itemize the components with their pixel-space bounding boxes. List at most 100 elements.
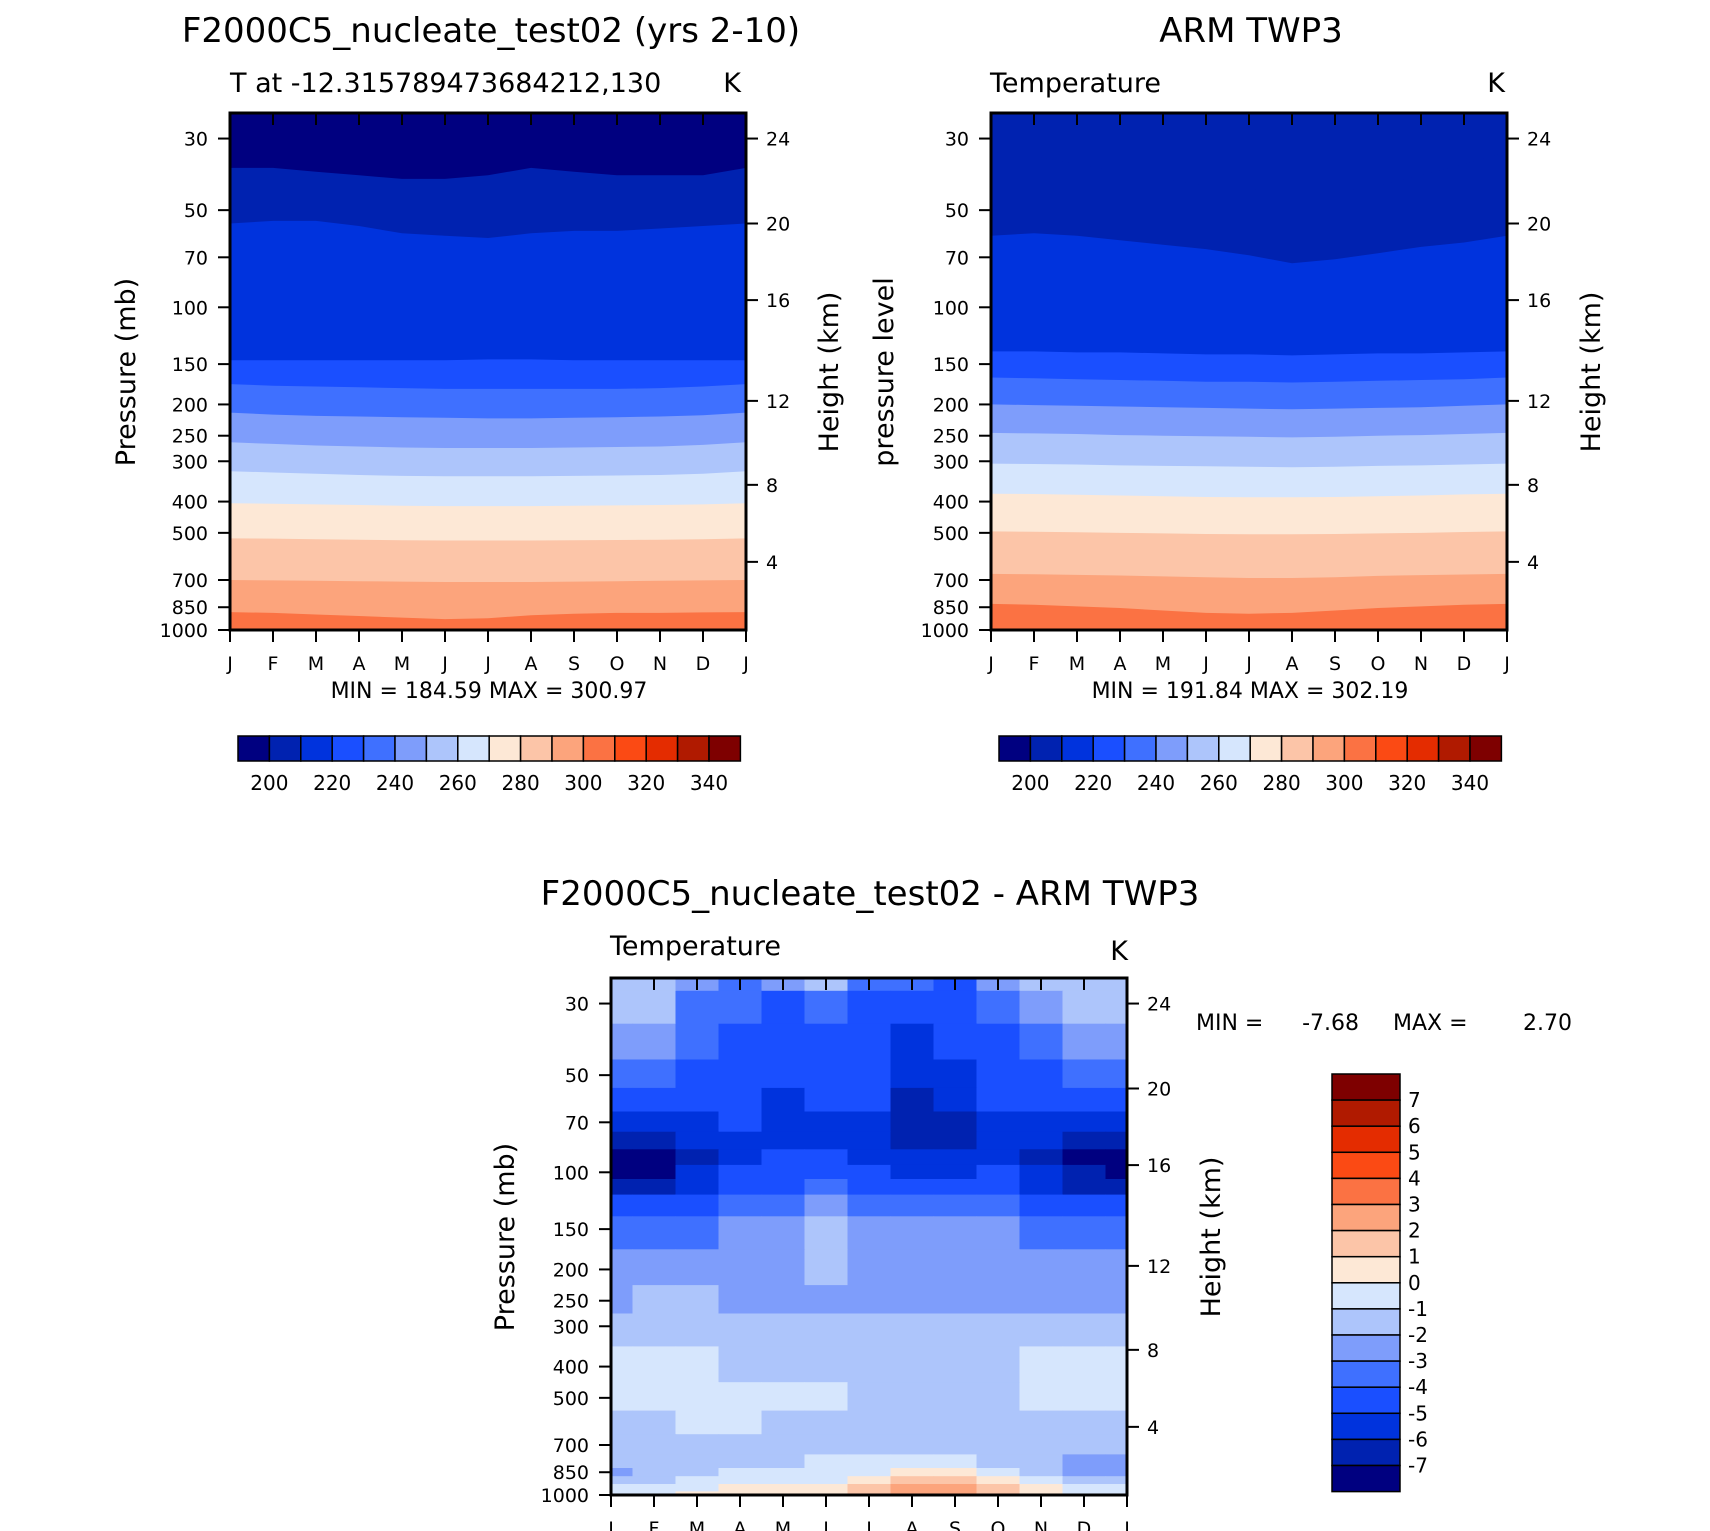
diff-cell [761, 1434, 806, 1455]
x-tick-label: M [308, 653, 324, 675]
x-tick-label: O [1371, 653, 1386, 675]
diff-cell [632, 1454, 677, 1469]
y-tick-label: 700 [553, 1435, 589, 1457]
diff-cell [933, 1194, 978, 1217]
diff-cell [718, 1454, 763, 1469]
colorbar-swatch [1331, 1386, 1401, 1415]
diff-cell [976, 1164, 1021, 1180]
diff-cell [1105, 1164, 1128, 1180]
x-tick-label: J [484, 653, 491, 675]
diff-cell [611, 1131, 634, 1150]
max-value: 2.70 [1523, 1011, 1572, 1036]
panel-title: F2000C5_nucleate_test02 (yrs 2-10) [182, 11, 800, 51]
colorbar-label: -1 [1408, 1297, 1428, 1321]
x-tick-label: J [1503, 653, 1510, 675]
diff-cell [890, 1111, 935, 1133]
diff-cell [804, 1149, 849, 1166]
diff-cell [933, 1468, 978, 1477]
diff-cell [632, 1179, 677, 1196]
colorbar-swatch [1331, 1464, 1401, 1493]
diff-cell [1062, 1484, 1107, 1492]
colorbar-swatch [1331, 1203, 1401, 1232]
diff-cell [847, 990, 892, 1025]
colorbar-swatch [1331, 1125, 1401, 1154]
diff-cell [976, 1087, 1021, 1113]
diff-cell [933, 1087, 978, 1113]
x-tick-label: D [696, 653, 711, 675]
diff-cell [1105, 1087, 1128, 1113]
diff-cell [761, 1216, 806, 1250]
colorbar-label: 340 [1451, 771, 1489, 795]
colorbar-label: 200 [250, 771, 288, 795]
x-tick-label: O [610, 653, 625, 675]
diff-cell [718, 1131, 763, 1150]
diff-cell [611, 1434, 634, 1455]
diff-cell [1019, 1285, 1064, 1315]
diff-cell [632, 1476, 677, 1485]
diff-cell [761, 1249, 806, 1286]
temperature-band-11 [991, 603, 1507, 630]
panel-title: ARM TWP3 [1159, 11, 1343, 51]
diff-cell [611, 1468, 634, 1477]
x-tick-label: M [1069, 653, 1085, 675]
colorbar-label: 4 [1408, 1166, 1421, 1190]
y-tick-label-right: 4 [766, 552, 778, 574]
y-tick-label: 250 [553, 1291, 589, 1313]
diff-cell [611, 1313, 634, 1347]
diff-cell [718, 1249, 763, 1286]
diff-cell [804, 1484, 849, 1492]
diff-cell [804, 1194, 849, 1217]
x-tick-label: M [1155, 653, 1171, 675]
diff-cell [804, 1087, 849, 1113]
diff-cell [1019, 1216, 1064, 1250]
y-tick-label: 850 [933, 597, 969, 619]
diff-cell [890, 1216, 935, 1250]
min-label: MIN = [1196, 1011, 1263, 1036]
colorbar-swatch [1092, 735, 1126, 762]
diff-cell [675, 1434, 720, 1455]
y-tick-label-right: 16 [1527, 290, 1551, 312]
diff-cell [890, 1434, 935, 1455]
diff-cell [1105, 1410, 1128, 1435]
x-tick-label: F [1029, 653, 1040, 675]
diff-cell [890, 1149, 935, 1166]
colorbar-swatch [1331, 1099, 1401, 1127]
colorbar-swatch [1469, 735, 1503, 762]
diff-cell [847, 1216, 892, 1250]
y-tick-label-right: 12 [766, 391, 790, 413]
diff-cell [718, 1111, 763, 1133]
diff-cell [611, 1410, 634, 1435]
x-tick-label: J [742, 653, 749, 675]
diff-cell [804, 1179, 849, 1196]
colorbar-swatch [1061, 735, 1094, 762]
diff-cell [675, 1454, 720, 1469]
diff-cell [718, 1179, 763, 1196]
diff-cell [890, 1087, 935, 1113]
panel-title: F2000C5_nucleate_test02 - ARM TWP3 [541, 874, 1200, 914]
diff-cell [718, 1468, 763, 1477]
diff-cell [632, 1194, 677, 1217]
diff-cell [1062, 1164, 1107, 1180]
x-tick-label: F [268, 653, 279, 675]
diff-cell [804, 1468, 849, 1477]
panel-observation: ARM TWP3 Temperature K J F M A M J J A S O N D J 30 50… [869, 11, 1607, 795]
x-tick-label: S [568, 653, 580, 675]
y-tick-label: 300 [553, 1316, 589, 1338]
diff-cell [1019, 1410, 1064, 1435]
colorbar-label: -3 [1408, 1349, 1428, 1373]
colorbar-swatch [1249, 735, 1283, 762]
x-tick-label: S [949, 1518, 961, 1531]
diff-cell [1062, 1216, 1107, 1250]
x-tick-label: N [653, 653, 667, 675]
y-tick-label: 400 [933, 492, 969, 514]
diff-cell [847, 1484, 892, 1492]
colorbar-label: 320 [1388, 771, 1426, 795]
diff-cell [1062, 990, 1107, 1025]
diff-cell [761, 1410, 806, 1435]
diff-cell [933, 1059, 978, 1089]
y-tick-label: 1000 [541, 1485, 589, 1507]
diff-cell [976, 1131, 1021, 1150]
min-max-stats: MIN = 191.84 MAX = 302.19 [1092, 679, 1409, 704]
panel-subtitle: Temperature [989, 68, 1161, 99]
